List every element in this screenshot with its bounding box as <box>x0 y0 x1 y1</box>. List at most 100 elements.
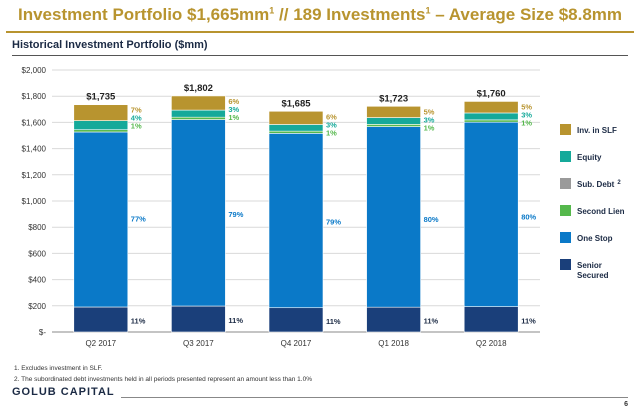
footer-divider <box>12 397 628 398</box>
percent-label: 3% <box>424 115 435 124</box>
bar-segment-second-lien <box>73 129 129 133</box>
bar-segment-inv-in-slf <box>463 101 519 114</box>
percent-label: 79% <box>228 210 243 219</box>
bar-segment-inv-in-slf <box>366 105 421 118</box>
bar-segment-second-lien <box>366 124 421 127</box>
bar-segment-second-lien <box>463 119 519 123</box>
percent-label: 11% <box>228 316 243 325</box>
percent-label: 4% <box>131 114 142 123</box>
y-tick-label: $2,000 <box>22 66 47 75</box>
percent-label: 3% <box>228 105 239 114</box>
x-tick-label: Q2 2017 <box>85 339 116 348</box>
footnote-1: 1. Excludes investment in SLF. <box>14 365 103 372</box>
title-divider <box>6 31 634 33</box>
percent-label: 1% <box>424 123 435 132</box>
bar-segment-equity <box>171 109 226 118</box>
percent-label: 5% <box>521 102 532 111</box>
chart-subtitle: Historical Investment Portfolio ($mm) <box>12 39 208 51</box>
bar-segment-one-stop <box>463 121 519 307</box>
bar-segment-equity <box>366 117 421 125</box>
legend-swatch <box>560 205 571 216</box>
percent-label: 11% <box>131 317 146 326</box>
percent-label: 11% <box>424 317 439 326</box>
total-label: $1,735 <box>86 92 116 103</box>
legend-label: Secured <box>577 271 609 280</box>
bar-segment-one-stop <box>73 131 129 308</box>
bar-segment-one-stop <box>268 133 324 309</box>
percent-label: 80% <box>424 215 439 224</box>
percent-label: 7% <box>131 106 142 115</box>
y-tick-label: $1,200 <box>22 171 47 180</box>
total-label: $1,723 <box>379 93 408 104</box>
bar-segment-senior-secured <box>268 307 324 333</box>
bar-segment-inv-in-slf <box>73 104 129 121</box>
percent-label: 1% <box>228 113 239 122</box>
percent-label: 3% <box>521 110 532 119</box>
bar-segment-one-stop <box>366 126 421 308</box>
y-tick-label: $1,000 <box>22 197 47 206</box>
title-footnote-marker: 1 <box>269 5 275 16</box>
percent-label: 77% <box>131 214 146 223</box>
percent-label: 1% <box>131 122 142 131</box>
percent-label: 79% <box>326 218 341 227</box>
bar-segment-one-stop <box>171 119 226 307</box>
title-portfolio-value: Investment Portfolio $1,665mm <box>17 5 270 24</box>
percent-label: 6% <box>228 97 239 106</box>
x-tick-label: Q2 2018 <box>476 339 507 348</box>
footnotes: 1. Excludes investment in SLF. 2. The su… <box>14 363 312 385</box>
bar-segment-inv-in-slf <box>268 110 324 125</box>
y-tick-label: $800 <box>28 223 46 232</box>
legend-label: Sub. Debt 2 <box>577 180 621 189</box>
y-tick-label: $- <box>39 328 46 337</box>
bar-segment-senior-secured <box>73 306 129 333</box>
y-tick-label: $1,600 <box>22 118 47 127</box>
bar-segment-senior-secured <box>366 306 421 333</box>
footnote-2: 2. The subordinated debt investments hel… <box>14 376 312 383</box>
bar-segment-senior-secured <box>463 306 519 333</box>
total-label: $1,802 <box>184 83 213 94</box>
bar-segment-equity <box>463 112 519 121</box>
title-footnote-marker: 1 <box>425 5 431 16</box>
legend-label: Inv. in SLF <box>577 126 617 135</box>
bar-segment-senior-secured <box>171 305 226 333</box>
legend-swatch <box>560 178 571 189</box>
percent-label: 6% <box>326 112 337 121</box>
bar-segment-equity <box>73 120 129 131</box>
total-label: $1,685 <box>281 98 311 109</box>
y-tick-label: $200 <box>28 302 46 311</box>
legend-swatch <box>560 124 571 135</box>
bar-segment-second-lien <box>171 116 226 120</box>
x-tick-label: Q1 2018 <box>378 339 409 348</box>
title-investment-count: // 189 Investments <box>274 5 426 24</box>
y-tick-label: $1,800 <box>22 92 47 101</box>
y-tick-label: $400 <box>28 276 46 285</box>
legend-label: Second Lien <box>577 207 625 216</box>
bar-segment-inv-in-slf <box>171 95 226 111</box>
percent-label: 1% <box>326 128 337 137</box>
percent-label: 3% <box>326 120 337 129</box>
x-tick-label: Q4 2017 <box>281 339 312 348</box>
bar-segment-equity <box>268 124 324 132</box>
title-average-size: – Average Size $8.8mm <box>430 5 623 24</box>
brand-logo: GOLUB CAPITAL <box>12 386 121 398</box>
legend-swatch <box>560 259 571 270</box>
percent-label: 11% <box>326 317 341 326</box>
stacked-bar-chart: $- $200 $400 $600 $800 $1,000 $1,200 $1,400 $1,6… <box>22 66 625 348</box>
bar-segment-second-lien <box>268 130 324 134</box>
legend-label: Equity <box>577 153 602 162</box>
page-title: Investment Portfolio $1,665mm1 // 189 In… <box>0 0 640 30</box>
y-tick-label: $1,400 <box>22 145 47 154</box>
percent-label: 1% <box>521 118 532 127</box>
legend-swatch <box>560 151 571 162</box>
total-label: $1,760 <box>477 88 506 99</box>
legend-label: Senior <box>577 261 602 270</box>
y-tick-label: $600 <box>28 249 46 258</box>
percent-label: 5% <box>424 107 435 116</box>
legend-label: One Stop <box>577 234 613 243</box>
page-number: 6 <box>624 401 628 408</box>
subtitle-divider <box>12 55 628 56</box>
percent-label: 80% <box>521 213 536 222</box>
legend-footnote-marker: 2 <box>617 180 621 186</box>
legend-swatch <box>560 232 571 243</box>
percent-label: 11% <box>521 316 536 325</box>
